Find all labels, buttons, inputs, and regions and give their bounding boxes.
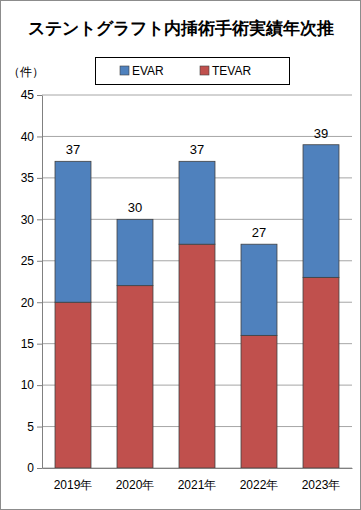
- y-tick: 15: [21, 337, 42, 351]
- title: ステントグラフト内挿術手術実績年次推: [28, 19, 334, 38]
- bar: [179, 161, 215, 244]
- x-tick-label: 2020年: [116, 478, 155, 492]
- x-tick: 2019年: [54, 468, 93, 492]
- y-tick-label: 45: [21, 88, 35, 102]
- y-tick: 30: [21, 213, 42, 227]
- y-tick-mark: [37, 427, 42, 428]
- bar: [241, 335, 277, 468]
- y-tick-label: 35: [21, 171, 35, 185]
- y-tick-mark: [37, 468, 42, 469]
- y-tick: 45: [21, 88, 42, 102]
- y-tick-mark: [37, 261, 42, 262]
- bar: [55, 161, 91, 302]
- legend-label: EVAR: [132, 64, 164, 78]
- grid-line: [42, 136, 352, 137]
- bar: [117, 219, 153, 285]
- y-tick-mark: [37, 302, 42, 303]
- y-tick-mark: [37, 385, 42, 386]
- y-tick: 20: [21, 296, 42, 310]
- bar: [55, 302, 91, 468]
- y-axis-label: （件）: [8, 65, 44, 79]
- y-tick-mark: [37, 178, 42, 179]
- grid-line: [42, 95, 352, 96]
- legend-box: [96, 58, 290, 85]
- y-tick: 10: [21, 378, 42, 392]
- total-label: 37: [190, 142, 204, 157]
- plot: 0510152025303540452019年2020年2021年2022年20…: [21, 88, 353, 492]
- total-label: 39: [314, 126, 328, 141]
- y-tick-label: 5: [27, 420, 34, 434]
- bar: [303, 145, 339, 278]
- y-tick-label: 20: [21, 296, 35, 310]
- y-tick: 25: [21, 254, 42, 268]
- y-tick-label: 30: [21, 213, 35, 227]
- bar: [179, 244, 215, 468]
- bar: [241, 244, 277, 335]
- x-tick: 2023年: [302, 468, 341, 492]
- legend-label: TEVAR: [212, 64, 251, 78]
- y-tick-label: 15: [21, 337, 35, 351]
- bar: [303, 277, 339, 468]
- series-1: [55, 145, 339, 336]
- x-tick-label: 2022年: [240, 478, 279, 492]
- x-tick: 2021年: [178, 468, 217, 492]
- total-label: 30: [128, 200, 142, 215]
- y-tick-mark: [37, 136, 42, 137]
- y-tick-mark: [37, 219, 42, 220]
- y-tick: 35: [21, 171, 42, 185]
- total-label: 27: [252, 225, 266, 240]
- y-axis: 0 5 10 15 20 25 30 35 40 45: [21, 88, 43, 475]
- total-labels: 37 30 37 27 39: [66, 126, 328, 240]
- bar: [117, 286, 153, 468]
- series-0: [55, 244, 339, 468]
- y-tick: 5: [27, 420, 42, 434]
- y-tick: 0: [27, 461, 42, 475]
- grid: [42, 95, 352, 468]
- chart-frame: [1, 1, 361, 510]
- y-tick: 40: [21, 130, 42, 144]
- x-tick: 2022年: [240, 468, 279, 492]
- y-tick-mark: [37, 344, 42, 345]
- legend-swatch: [200, 66, 209, 75]
- x-tick-label: 2019年: [54, 478, 93, 492]
- x-axis: 2019年 2020年 2021年 2022年 2023年: [43, 468, 353, 492]
- y-tick-label: 10: [21, 378, 35, 392]
- y-tick-mark: [37, 95, 42, 96]
- total-label: 37: [66, 142, 80, 157]
- x-tick: 2020年: [116, 468, 155, 492]
- x-axis-line: [43, 468, 353, 469]
- legend-swatch: [120, 66, 129, 75]
- y-tick-label: 25: [21, 254, 35, 268]
- chart: ステントグラフト内挿術手術実績年次推 （件） 0 5 10 15 20 25 30 35 40 45 2…: [0, 0, 361, 510]
- bars: [55, 145, 339, 468]
- x-tick-label: 2021年: [178, 478, 217, 492]
- x-tick-label: 2023年: [302, 478, 341, 492]
- legend: EVAR TEVAR: [96, 58, 290, 85]
- y-tick-label: 40: [21, 130, 35, 144]
- y-axis-line: [42, 96, 43, 469]
- y-tick-label: 0: [27, 461, 34, 475]
